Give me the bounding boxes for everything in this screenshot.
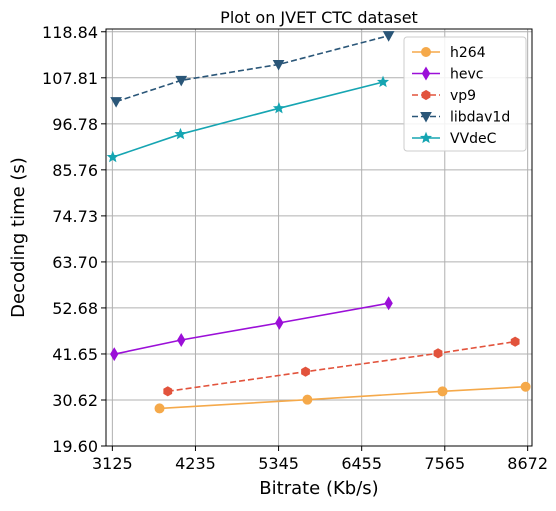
x-tick-label: 4235: [175, 454, 216, 473]
series-hevc: [110, 296, 393, 362]
y-tick-label: 52.68: [52, 299, 98, 318]
data-point: [382, 31, 395, 42]
data-point: [174, 127, 187, 140]
legend-box: [403, 36, 527, 152]
legend-label: vp9: [450, 88, 476, 104]
legend-label: VVdeC: [450, 131, 497, 147]
legend-item-h264: h264: [412, 45, 486, 61]
series-line: [115, 34, 389, 103]
data-point: [302, 394, 313, 405]
series-libdav1d: [110, 31, 395, 108]
legend: h264 hevc vp9 libdav1d VVdeC: [403, 36, 527, 152]
data-point: [301, 366, 310, 377]
y-tick-label: 85.76: [52, 161, 98, 180]
series-vp9: [163, 336, 520, 397]
data-point: [272, 59, 285, 71]
y-tick-label: 74.73: [52, 207, 98, 226]
series-vvdec: [106, 75, 390, 163]
data-point: [437, 386, 448, 397]
data-point: [154, 403, 165, 414]
series-line: [112, 81, 384, 158]
legend-item-vp9: vp9: [412, 88, 476, 104]
data-point: [520, 381, 531, 392]
y-tick-label: 107.81: [42, 69, 98, 88]
ticks: 3125 4235 5345 6455 7565 8672 19.60 30.62 41.65 5…: [42, 23, 548, 473]
x-tick-label: 8672: [507, 454, 548, 473]
data-point: [175, 75, 188, 87]
y-axis-label: Decoding time (s): [8, 157, 29, 318]
y-tick-label: 30.62: [52, 391, 98, 410]
y-tick-label: 41.65: [52, 345, 98, 364]
series-layer: [106, 31, 531, 414]
legend-label: hevc: [450, 67, 483, 83]
legend-label: libdav1d: [450, 110, 510, 126]
y-tick-label: 19.60: [52, 437, 98, 456]
data-point: [433, 348, 443, 359]
data-point: [421, 66, 431, 81]
legend-item-hevc: hevc: [412, 67, 483, 83]
plot-frame: [105, 28, 533, 447]
legend-item-vvdec: VVdeC: [412, 131, 497, 147]
grid-lines: [106, 29, 532, 447]
data-point: [177, 333, 186, 347]
data-point: [110, 97, 122, 108]
data-point: [275, 315, 284, 330]
y-tick-label: 63.70: [52, 253, 98, 272]
y-tick-label: 118.84: [42, 23, 98, 42]
x-tick-label: 6455: [341, 454, 382, 473]
data-point: [106, 150, 119, 163]
data-point: [510, 336, 520, 347]
series-line: [159, 385, 526, 410]
data-point: [419, 131, 433, 144]
data-point: [384, 296, 393, 311]
series-line: [114, 302, 389, 355]
series-line: [167, 340, 516, 393]
data-point: [421, 47, 431, 57]
legend-label: h264: [450, 45, 486, 61]
chart-title: Plot on JVET CTC dataset: [220, 8, 418, 27]
data-point: [376, 75, 390, 88]
x-tick-label: 5345: [258, 454, 299, 473]
x-axis-label: Bitrate (Kb/s): [259, 478, 378, 499]
x-tick-label: 3125: [92, 454, 133, 473]
data-point: [272, 101, 285, 114]
data-point: [420, 112, 432, 123]
data-point: [163, 386, 173, 397]
x-tick-label: 7565: [424, 454, 465, 473]
y-tick-label: 96.78: [52, 115, 98, 134]
legend-item-libdav1d: libdav1d: [412, 110, 510, 126]
series-h264: [154, 381, 531, 414]
data-point: [421, 89, 431, 101]
data-point: [110, 347, 119, 362]
